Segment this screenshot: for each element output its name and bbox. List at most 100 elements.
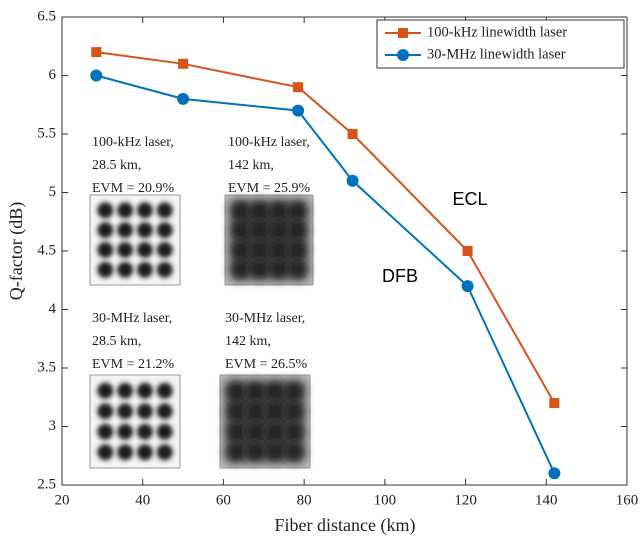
inset-symbol [230, 240, 250, 260]
inset-symbol [157, 383, 173, 399]
inset-symbol [97, 403, 113, 419]
marker [292, 105, 304, 117]
y-axis-label: Q-factor (dB) [6, 202, 27, 300]
inset-symbol [97, 222, 113, 238]
y-tick-label: 3 [49, 418, 57, 434]
inset-symbol [117, 444, 133, 460]
inset-symbol [137, 202, 153, 218]
annotation: 30-MHz laser, [225, 311, 305, 326]
inset-symbol [288, 220, 308, 240]
x-tick-label: 20 [55, 492, 70, 508]
marker [397, 49, 409, 61]
inset-symbol [117, 202, 133, 218]
inset-symbol [269, 220, 289, 240]
x-tick-label: 100 [374, 492, 397, 508]
marker [348, 129, 358, 139]
inset-symbol [97, 424, 113, 440]
inset-symbol [230, 260, 250, 280]
inset-symbol [245, 401, 265, 421]
inset-symbol [249, 220, 269, 240]
inset-symbol [269, 240, 289, 260]
inset-symbol [137, 262, 153, 278]
marker [398, 28, 408, 38]
inset-symbol [117, 222, 133, 238]
y-tick-label: 5 [49, 184, 57, 200]
inset-symbol [249, 200, 269, 220]
inset-symbol [288, 200, 308, 220]
inset-symbol [225, 381, 245, 401]
inset-symbol [117, 424, 133, 440]
legend-label: 100-kHz linewidth laser [427, 24, 567, 40]
inset-symbol [157, 424, 173, 440]
inset-symbol [97, 202, 113, 218]
inset-symbol [285, 442, 305, 462]
annotation: ECL [452, 189, 487, 209]
annotation: EVM = 25.9% [228, 181, 311, 196]
x-tick-label: 60 [216, 492, 231, 508]
inset-symbol [157, 242, 173, 258]
inset-symbol [225, 442, 245, 462]
inset-symbol [265, 422, 285, 442]
inset-symbol [265, 381, 285, 401]
y-tick-label: 6 [49, 67, 57, 83]
inset-symbol [157, 444, 173, 460]
annotation: 142 km, [225, 334, 271, 349]
inset-symbol [137, 444, 153, 460]
inset-symbol [137, 383, 153, 399]
marker [91, 47, 101, 57]
annotation: 100-kHz laser, [92, 135, 174, 150]
inset-symbol [117, 262, 133, 278]
chart: Fiber distance (km) Q-factor (dB) 20 40 60… [0, 0, 643, 543]
inset-symbol [288, 240, 308, 260]
marker [549, 398, 559, 408]
inset-symbol [269, 260, 289, 280]
inset-symbol [269, 200, 289, 220]
marker [178, 59, 188, 69]
x-tick-label: 140 [535, 492, 558, 508]
y-tick-label: 4 [49, 301, 57, 317]
inset-symbol [225, 401, 245, 421]
marker [463, 246, 473, 256]
inset-symbol [288, 260, 308, 280]
inset-symbol [245, 422, 265, 442]
inset-symbol [245, 381, 265, 401]
inset-symbol [117, 403, 133, 419]
inset-symbol [157, 222, 173, 238]
y-tick-label: 5.5 [37, 125, 56, 141]
marker [293, 82, 303, 92]
inset-symbol [225, 422, 245, 442]
annotation: DFB [382, 266, 418, 286]
annotation: 30-MHz laser, [92, 311, 172, 326]
inset-symbol [230, 200, 250, 220]
x-tick-label: 120 [454, 492, 477, 508]
x-tick-label: 80 [297, 492, 312, 508]
inset-symbol [245, 442, 265, 462]
marker [90, 70, 102, 82]
inset-symbol [285, 401, 305, 421]
annotation: 28.5 km, [92, 158, 141, 173]
annotation: 142 km, [228, 158, 274, 173]
inset-symbol [230, 220, 250, 240]
marker [177, 93, 189, 105]
annotation: EVM = 20.9% [92, 181, 175, 196]
x-tick-label: 40 [135, 492, 150, 508]
inset-symbol [157, 403, 173, 419]
x-tick-label: 160 [616, 492, 639, 508]
marker [548, 467, 560, 479]
inset-symbol [249, 240, 269, 260]
y-tick-label: 3.5 [37, 359, 56, 375]
inset-symbol [265, 401, 285, 421]
x-axis-label: Fiber distance (km) [275, 515, 416, 536]
annotation: 100-kHz laser, [228, 135, 310, 150]
annotation: EVM = 26.5% [225, 357, 308, 372]
inset-symbol [137, 242, 153, 258]
inset-symbol [137, 403, 153, 419]
inset-symbol [285, 381, 305, 401]
y-tick-label: 6.5 [37, 8, 56, 24]
y-tick-label: 2.5 [37, 476, 56, 492]
inset-symbol [97, 383, 113, 399]
inset-symbol [285, 422, 305, 442]
annotation: EVM = 21.2% [92, 357, 175, 372]
inset-symbol [117, 242, 133, 258]
inset-symbol [97, 444, 113, 460]
